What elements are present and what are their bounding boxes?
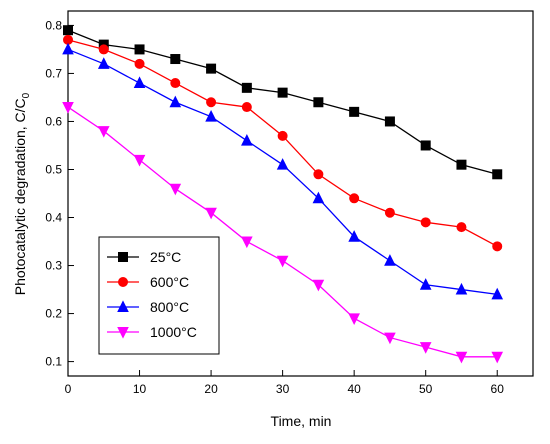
data-point-1000c <box>169 183 182 196</box>
legend: 25°C 600°C 800°C 1000°C <box>98 236 220 355</box>
data-point-800c <box>169 95 182 108</box>
series-600c <box>63 34 503 252</box>
data-point-1000c <box>348 313 360 325</box>
data-point-1000c <box>133 154 146 167</box>
data-point-600c <box>384 207 395 218</box>
data-point-600c <box>349 193 360 204</box>
legend-marker <box>117 327 129 339</box>
data-point-25c <box>492 169 503 180</box>
data-point-600c <box>241 102 252 113</box>
data-point-800c <box>97 57 110 69</box>
x-tick-label: 10 <box>133 382 147 396</box>
legend-item-1000c: 1000°C <box>107 324 197 340</box>
data-point-800c <box>348 230 360 242</box>
data-point-800c <box>312 191 325 204</box>
data-point-600c <box>277 130 288 141</box>
data-point-800c <box>276 158 289 170</box>
data-point-800c <box>133 76 146 89</box>
data-point-600c <box>206 97 217 108</box>
series-1000c <box>62 102 504 364</box>
data-point-25c <box>63 25 73 36</box>
x-tick-label: 50 <box>419 382 433 396</box>
data-point-1000c <box>455 351 468 364</box>
data-point-600c <box>170 78 181 89</box>
data-point-25c <box>277 87 288 98</box>
y-tick-label: 0.2 <box>45 307 62 321</box>
data-point-600c <box>456 222 467 233</box>
series-layer <box>62 25 504 364</box>
data-point-1000c <box>62 102 74 114</box>
data-point-25c <box>206 63 217 74</box>
y-tick-label: 0.5 <box>45 162 62 176</box>
data-point-600c <box>134 58 145 69</box>
data-point-800c <box>384 254 396 266</box>
y-axis-title-main: Photocatalytic degradation, C/C <box>12 98 28 295</box>
data-point-1000c <box>384 332 396 345</box>
data-point-600c <box>313 169 324 180</box>
x-tick-label: 0 <box>65 382 72 396</box>
y-axis-title: Photocatalytic degradation, C/C0 <box>12 92 32 295</box>
legend-item-600c: 600°C <box>107 274 189 290</box>
y-tick-label: 0.3 <box>45 259 62 273</box>
data-point-25c <box>349 106 360 117</box>
data-point-800c <box>455 282 468 295</box>
data-point-600c <box>492 241 503 252</box>
data-point-1000c <box>491 351 504 364</box>
plot-frame <box>67 10 534 377</box>
data-point-1000c <box>241 236 253 249</box>
data-point-25c <box>313 97 324 108</box>
data-point-800c <box>205 110 217 122</box>
data-point-25c <box>420 140 431 151</box>
data-point-25c <box>241 82 252 93</box>
legend-item-800c: 800°C <box>107 299 189 315</box>
data-point-25c <box>456 159 467 170</box>
y-tick-label: 0.1 <box>45 355 62 369</box>
x-tick-label: 20 <box>204 382 218 396</box>
x-axis-title: Time, min <box>271 413 332 429</box>
data-point-800c <box>62 42 74 55</box>
data-point-600c <box>420 217 431 228</box>
y-axis-title-subscript: 0 <box>21 92 32 98</box>
data-point-600c <box>98 44 109 55</box>
data-point-1000c <box>276 255 289 268</box>
data-point-1000c <box>97 126 110 138</box>
legend-label: 25°C <box>150 249 181 265</box>
data-point-25c <box>384 116 395 127</box>
data-point-1000c <box>312 279 325 292</box>
y-tick-label: 0.8 <box>45 18 62 32</box>
axis-ticks: 0 10 20 30 40 50 60 0.1 0.2 0.3 0.4 0.5 0.6 0.7 0.8 <box>45 18 504 396</box>
x-tick-label: 60 <box>491 382 505 396</box>
y-tick-label: 0.7 <box>45 66 62 80</box>
x-tick-label: 30 <box>276 382 290 396</box>
data-point-800c <box>419 278 432 290</box>
x-tick-label: 40 <box>347 382 361 396</box>
legend-marker <box>117 300 129 312</box>
data-point-800c <box>241 134 253 146</box>
legend-items: 25°C 600°C 800°C 1000°C <box>107 249 197 340</box>
series-25c <box>63 25 503 180</box>
data-point-25c <box>170 54 181 65</box>
legend-label: 800°C <box>150 299 189 315</box>
data-point-1000c <box>419 342 432 354</box>
series-800c <box>62 42 504 300</box>
series-line-25c <box>67 29 498 175</box>
y-tick-label: 0.4 <box>45 211 62 225</box>
legend-label: 600°C <box>150 274 189 290</box>
data-point-25c <box>134 44 145 55</box>
legend-item-25c: 25°C <box>107 249 181 265</box>
y-tick-label: 0.6 <box>45 114 62 128</box>
legend-marker <box>118 277 128 287</box>
legend-label: 1000°C <box>150 324 197 340</box>
data-point-1000c <box>205 207 217 220</box>
legend-marker <box>118 252 128 262</box>
data-point-800c <box>491 287 504 300</box>
series-line-600c <box>67 39 498 247</box>
